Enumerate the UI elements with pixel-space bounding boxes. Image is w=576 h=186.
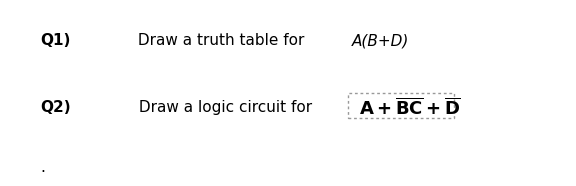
Text: .: .	[40, 160, 45, 175]
Text: A(B+D): A(B+D)	[351, 33, 409, 48]
Text: Draw a logic circuit for: Draw a logic circuit for	[134, 100, 317, 115]
Text: Q1): Q1)	[40, 33, 70, 48]
Bar	[348, 93, 454, 118]
Text: $\mathbf{A + \overline{BC} + \overline{D}}$: $\mathbf{A + \overline{BC} + \overline{D…	[358, 97, 461, 119]
Text: Draw a truth table for: Draw a truth table for	[134, 33, 310, 48]
Text: Q2): Q2)	[40, 100, 71, 115]
